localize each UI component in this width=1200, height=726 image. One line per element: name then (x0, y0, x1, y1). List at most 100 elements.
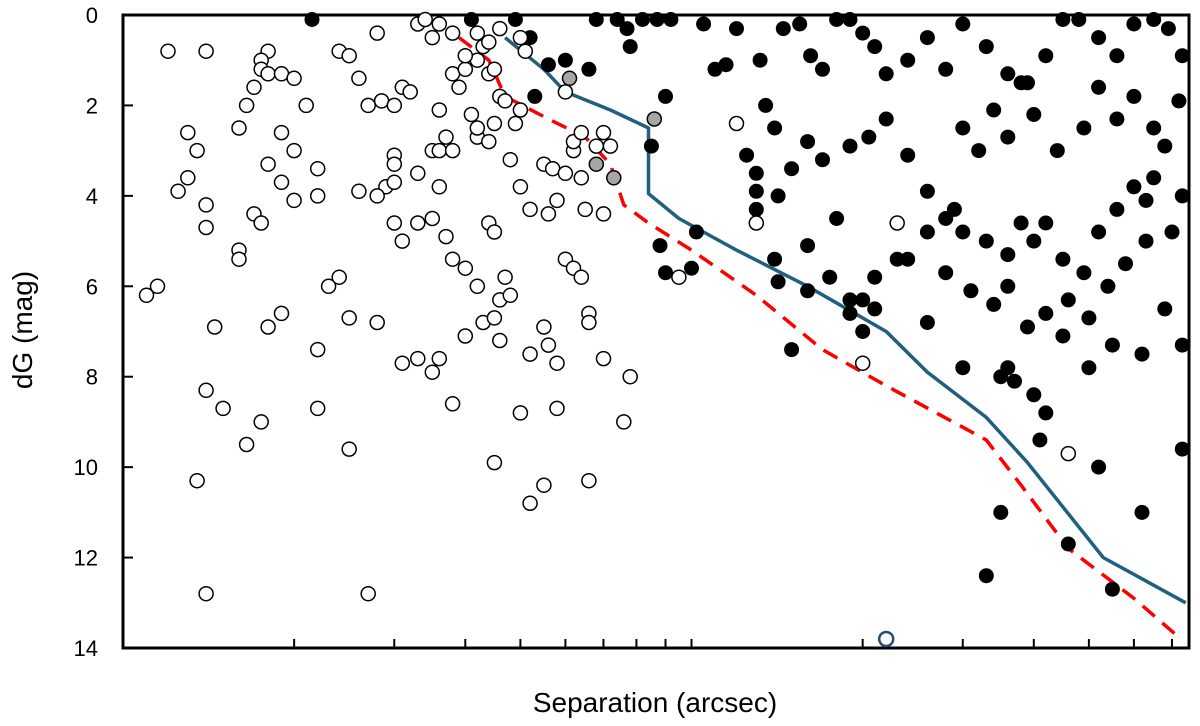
unresolved-point (386, 174, 403, 191)
resolved-point (718, 57, 734, 73)
unresolved-point (595, 350, 612, 367)
unresolved-point (438, 228, 454, 245)
unresolved-point (238, 436, 255, 453)
resolved-point (946, 201, 962, 217)
unresolved-point (549, 400, 565, 417)
resolved-point (684, 260, 699, 276)
resolved-point (1000, 247, 1016, 263)
unresolved-point (273, 124, 290, 141)
resolved-point (978, 233, 994, 249)
resolved-point (1049, 143, 1065, 159)
resolved-point (1146, 170, 1162, 186)
resolved-point (739, 147, 755, 163)
unresolved-point (320, 278, 337, 295)
unresolved-point (581, 314, 597, 331)
y-axis-title: dG (mag) (7, 271, 38, 389)
unresolved-point (512, 29, 529, 46)
resolved-point (800, 134, 816, 150)
resolved-point (1091, 459, 1107, 475)
resolved-point (855, 324, 871, 339)
unresolved-point (180, 124, 196, 141)
dashed-curve (457, 36, 1177, 636)
resolved-point (1157, 301, 1173, 317)
unresolved-point (444, 66, 461, 82)
resolved-point (784, 161, 800, 177)
unresolved-point (431, 102, 448, 118)
resolved-point (855, 25, 871, 41)
resolved-point (1138, 233, 1154, 249)
unresolved-point (331, 269, 347, 285)
resolved-point (609, 12, 625, 27)
unresolved-point (394, 233, 411, 249)
resolved-point (1055, 251, 1071, 267)
resolved-point (1091, 224, 1107, 240)
unresolved-point (469, 25, 486, 41)
resolved-point (938, 211, 954, 226)
resolved-point (867, 269, 883, 285)
unresolved-point (180, 170, 196, 186)
marginal-point (646, 111, 663, 127)
unresolved-point (522, 201, 538, 218)
resolved-point (842, 138, 858, 154)
resolved-point (1157, 138, 1173, 154)
unresolved-point (341, 441, 357, 457)
y-tick-label: 4 (86, 184, 98, 209)
unresolved-point (431, 350, 448, 367)
unresolved-point (492, 332, 508, 349)
resolved-point (784, 342, 800, 358)
resolved-point (1100, 278, 1116, 294)
unresolved-point (540, 337, 557, 353)
resolved-point (652, 238, 668, 254)
resolved-point (1076, 265, 1092, 281)
resolved-point (986, 296, 1002, 312)
resolved-point (1007, 373, 1022, 389)
resolved-point (1000, 360, 1016, 376)
unresolved-point (469, 278, 486, 295)
unresolved-point (486, 115, 503, 132)
resolved-point (878, 66, 894, 82)
unresolved-point (341, 47, 357, 64)
unresolved-point (386, 215, 403, 231)
resolved-point (900, 52, 916, 68)
y-tick-label: 8 (86, 365, 98, 390)
resolved-point (867, 39, 883, 55)
resolved-point (748, 165, 764, 181)
resolved-point (919, 224, 935, 240)
unresolved-point (373, 93, 390, 109)
unresolved-point (481, 34, 497, 50)
unresolved-point (444, 251, 461, 267)
resolved-point (643, 138, 659, 154)
resolved-point (955, 224, 971, 240)
unresolved-point (549, 192, 565, 209)
unresolved-point (341, 310, 357, 326)
unresolved-point (260, 319, 276, 335)
resolved-point (507, 12, 523, 27)
unresolved-point (457, 47, 474, 64)
unresolved-point (138, 287, 155, 304)
unresolved-point (424, 364, 441, 380)
unresolved-point (298, 97, 314, 114)
resolved-point (1091, 79, 1107, 95)
unresolved-point (444, 142, 461, 159)
x-axis-title: Separation (arcsec) (533, 687, 777, 718)
unresolved-point (854, 355, 871, 371)
resolved-point (304, 12, 320, 27)
unresolved-point (486, 224, 503, 240)
resolved-point (1026, 107, 1042, 122)
unresolved-point (502, 287, 519, 304)
resolved-point (622, 39, 638, 55)
unresolved-point (457, 61, 474, 78)
resolved-point (842, 12, 858, 27)
unresolved-point (573, 269, 590, 285)
unresolved-point (369, 25, 385, 41)
resolved-point (748, 183, 764, 199)
resolved-point (1174, 48, 1190, 64)
unresolved-point (444, 25, 461, 41)
unresolved-point (386, 97, 403, 114)
marginal-point (606, 170, 622, 186)
resolved-point (1104, 337, 1120, 353)
unresolved-point (549, 355, 565, 371)
resolved-point (1146, 120, 1162, 136)
resolved-point (800, 283, 816, 299)
marginal-point (561, 70, 578, 87)
